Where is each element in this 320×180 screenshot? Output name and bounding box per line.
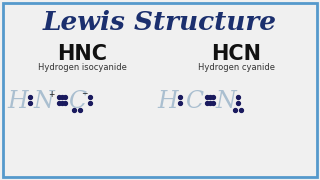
Text: Hydrogen cyanide: Hydrogen cyanide	[197, 62, 275, 71]
Text: Lewis Structure: Lewis Structure	[43, 10, 277, 35]
Text: C: C	[68, 89, 86, 112]
Text: N: N	[216, 89, 236, 112]
Text: H: H	[8, 89, 28, 112]
Text: HNC: HNC	[57, 44, 107, 64]
Text: C: C	[185, 89, 203, 112]
Text: Hydrogen isocyanide: Hydrogen isocyanide	[37, 62, 126, 71]
Text: HCN: HCN	[211, 44, 261, 64]
Text: −: −	[81, 89, 87, 98]
Text: +: +	[48, 89, 54, 98]
Text: H: H	[158, 89, 178, 112]
Text: N: N	[34, 89, 54, 112]
